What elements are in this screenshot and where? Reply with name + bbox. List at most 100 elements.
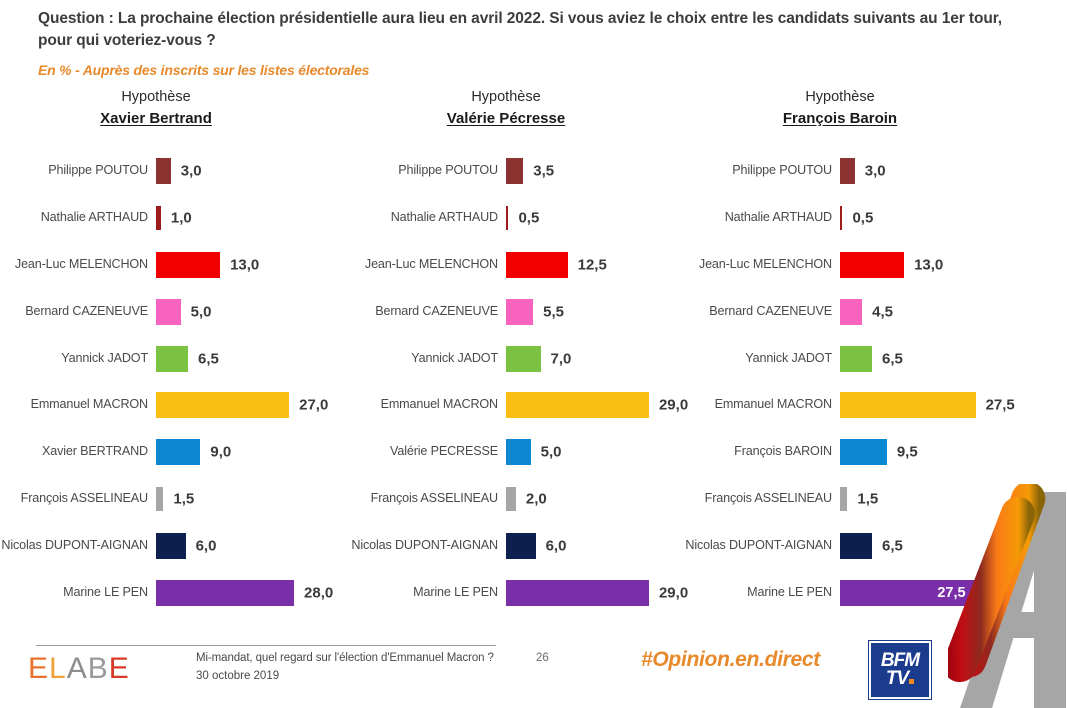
elabe-letter-e2: E (108, 652, 130, 685)
bar (506, 252, 568, 278)
bar-value-label: 3,0 (864, 162, 886, 180)
bar-value-label: 7,0 (550, 350, 572, 368)
bar (156, 158, 171, 185)
bar-value-label: 5,0 (190, 303, 212, 321)
bar-value-label: 1,5 (173, 490, 195, 508)
bar (840, 298, 863, 325)
bar-value-label: 3,5 (533, 162, 555, 180)
candidate-label: Nathalie ARTHAUD (724, 210, 832, 225)
footer-divider (36, 645, 496, 646)
bar (156, 345, 189, 372)
candidate-label: Philippe POUTOU (48, 163, 148, 178)
candidate-label: Emmanuel MACRON (30, 397, 149, 412)
bar (156, 579, 295, 606)
candidate-label: Philippe POUTOU (732, 163, 832, 178)
bar (840, 158, 855, 185)
elabe-logo: ELABE (28, 652, 130, 686)
bar (156, 532, 186, 559)
candidate-label: Bernard CAZENEUVE (709, 303, 832, 318)
candidate-label: Jean-Luc MELENCHON (364, 257, 498, 271)
candidate-label: Philippe POUTOU (398, 163, 498, 178)
bfmtv-line2: TV (885, 668, 915, 689)
candidate-label: Nathalie ARTHAUD (40, 210, 148, 225)
hypothesis-candidate-name: Valérie Pécresse (446, 109, 566, 127)
candidate-label: Yannick JADOT (61, 350, 148, 365)
bar-value-label: 12,5 (577, 256, 607, 274)
bar (506, 487, 516, 511)
bar-value-label: 6,5 (882, 537, 903, 555)
candidate-label: Marine LE PEN (747, 584, 832, 599)
bar-value-label: 3,0 (180, 162, 202, 180)
bar-value-label: 6,5 (882, 350, 903, 368)
page-title: Question : La prochaine élection préside… (38, 10, 1003, 50)
candidate-label: Emmanuel MACRON (380, 397, 499, 412)
hashtag-opinion-en-direct: #Opinion.en.direct (641, 648, 820, 671)
candidate-label: Nicolas DUPONT-AIGNAN (1, 537, 148, 552)
bar (156, 206, 161, 231)
bar-value-label: 4,5 (872, 303, 894, 321)
bar (156, 252, 221, 278)
bar-value-label: 27,5 (937, 584, 966, 601)
candidate-label: François ASSELINEAU (704, 491, 832, 505)
bar-value-label: 27,0 (299, 396, 329, 414)
candidate-label: François BAROIN (734, 444, 832, 459)
bar (506, 532, 536, 559)
bar (506, 158, 524, 185)
bar-value-label: 6,0 (195, 537, 217, 555)
bar (506, 392, 649, 419)
bar (840, 392, 976, 419)
elabe-letter-a: A (66, 652, 88, 685)
column-header-1: Hypothèse Xavier Bertrand (0, 88, 326, 129)
elabe-letter-l: L (49, 652, 67, 685)
bar-value-label: 5,5 (543, 303, 564, 321)
candidate-label: Marine LE PEN (63, 584, 148, 599)
candidate-label: Jean-Luc MELENCHON (14, 257, 148, 271)
bar-value-label: 1,0 (170, 209, 192, 227)
bar-value-label: 28,0 (304, 584, 334, 602)
bar (156, 439, 201, 466)
candidate-label: François ASSELINEAU (20, 491, 148, 505)
bar (840, 532, 873, 559)
bar (840, 345, 873, 372)
bar (156, 487, 164, 511)
bar-value-label: 6,0 (545, 537, 567, 555)
bar-value-label: 1,5 (857, 490, 879, 508)
bar-value-label: 0,5 (518, 209, 540, 227)
bar (506, 298, 534, 325)
bar-value-label: 29,0 (658, 396, 689, 414)
bar-value-label: 13,0 (230, 256, 260, 274)
bar (840, 487, 848, 511)
bar-value-label: 29,0 (658, 584, 689, 602)
hypothesis-candidate-name: François Baroin (782, 109, 898, 127)
candidate-label: Nicolas DUPONT-AIGNAN (685, 537, 832, 552)
candidate-label: Nathalie ARTHAUD (390, 210, 498, 225)
bar-value-label: 0,5 (852, 209, 874, 227)
elabe-letter-b: B (87, 652, 109, 685)
bar (506, 579, 649, 606)
bar-value-label: 5,0 (540, 443, 562, 461)
column-header-2: Hypothèse Valérie Pécresse (336, 88, 676, 129)
bar-value-label: 13,0 (914, 256, 944, 274)
hypothesis-candidate-name: Xavier Bertrand (100, 109, 212, 127)
candidate-label: Marine LE PEN (413, 584, 498, 599)
bar (506, 206, 509, 231)
page-number: 26 (536, 652, 549, 664)
candidate-label: Bernard CAZENEUVE (375, 303, 498, 318)
footer-study-info: Mi-mandat, quel regard sur l'élection d'… (196, 650, 526, 686)
candidate-label: Jean-Luc MELENCHON (698, 257, 832, 271)
bar-value-label: 9,0 (210, 443, 232, 461)
study-title: Mi-mandat, quel regard sur l'élection d'… (196, 652, 494, 664)
candidate-label: Yannick JADOT (745, 350, 832, 365)
bar (156, 298, 181, 325)
bfmtv-line1: BFM (880, 649, 920, 671)
bar-value-label: 2,0 (525, 490, 547, 508)
candidate-label: Emmanuel MACRON (714, 397, 833, 412)
bfmtv-line2-text: TV (885, 668, 909, 689)
study-date: 30 octobre 2019 (196, 669, 280, 682)
column-header-3: Hypothèse François Baroin (670, 88, 1010, 129)
bar (840, 439, 887, 466)
bar-value-label: 27,5 (985, 396, 1015, 414)
bar (840, 206, 843, 231)
candidate-label: Xavier BERTRAND (42, 444, 148, 459)
candidate-label: Yannick JADOT (411, 350, 498, 365)
